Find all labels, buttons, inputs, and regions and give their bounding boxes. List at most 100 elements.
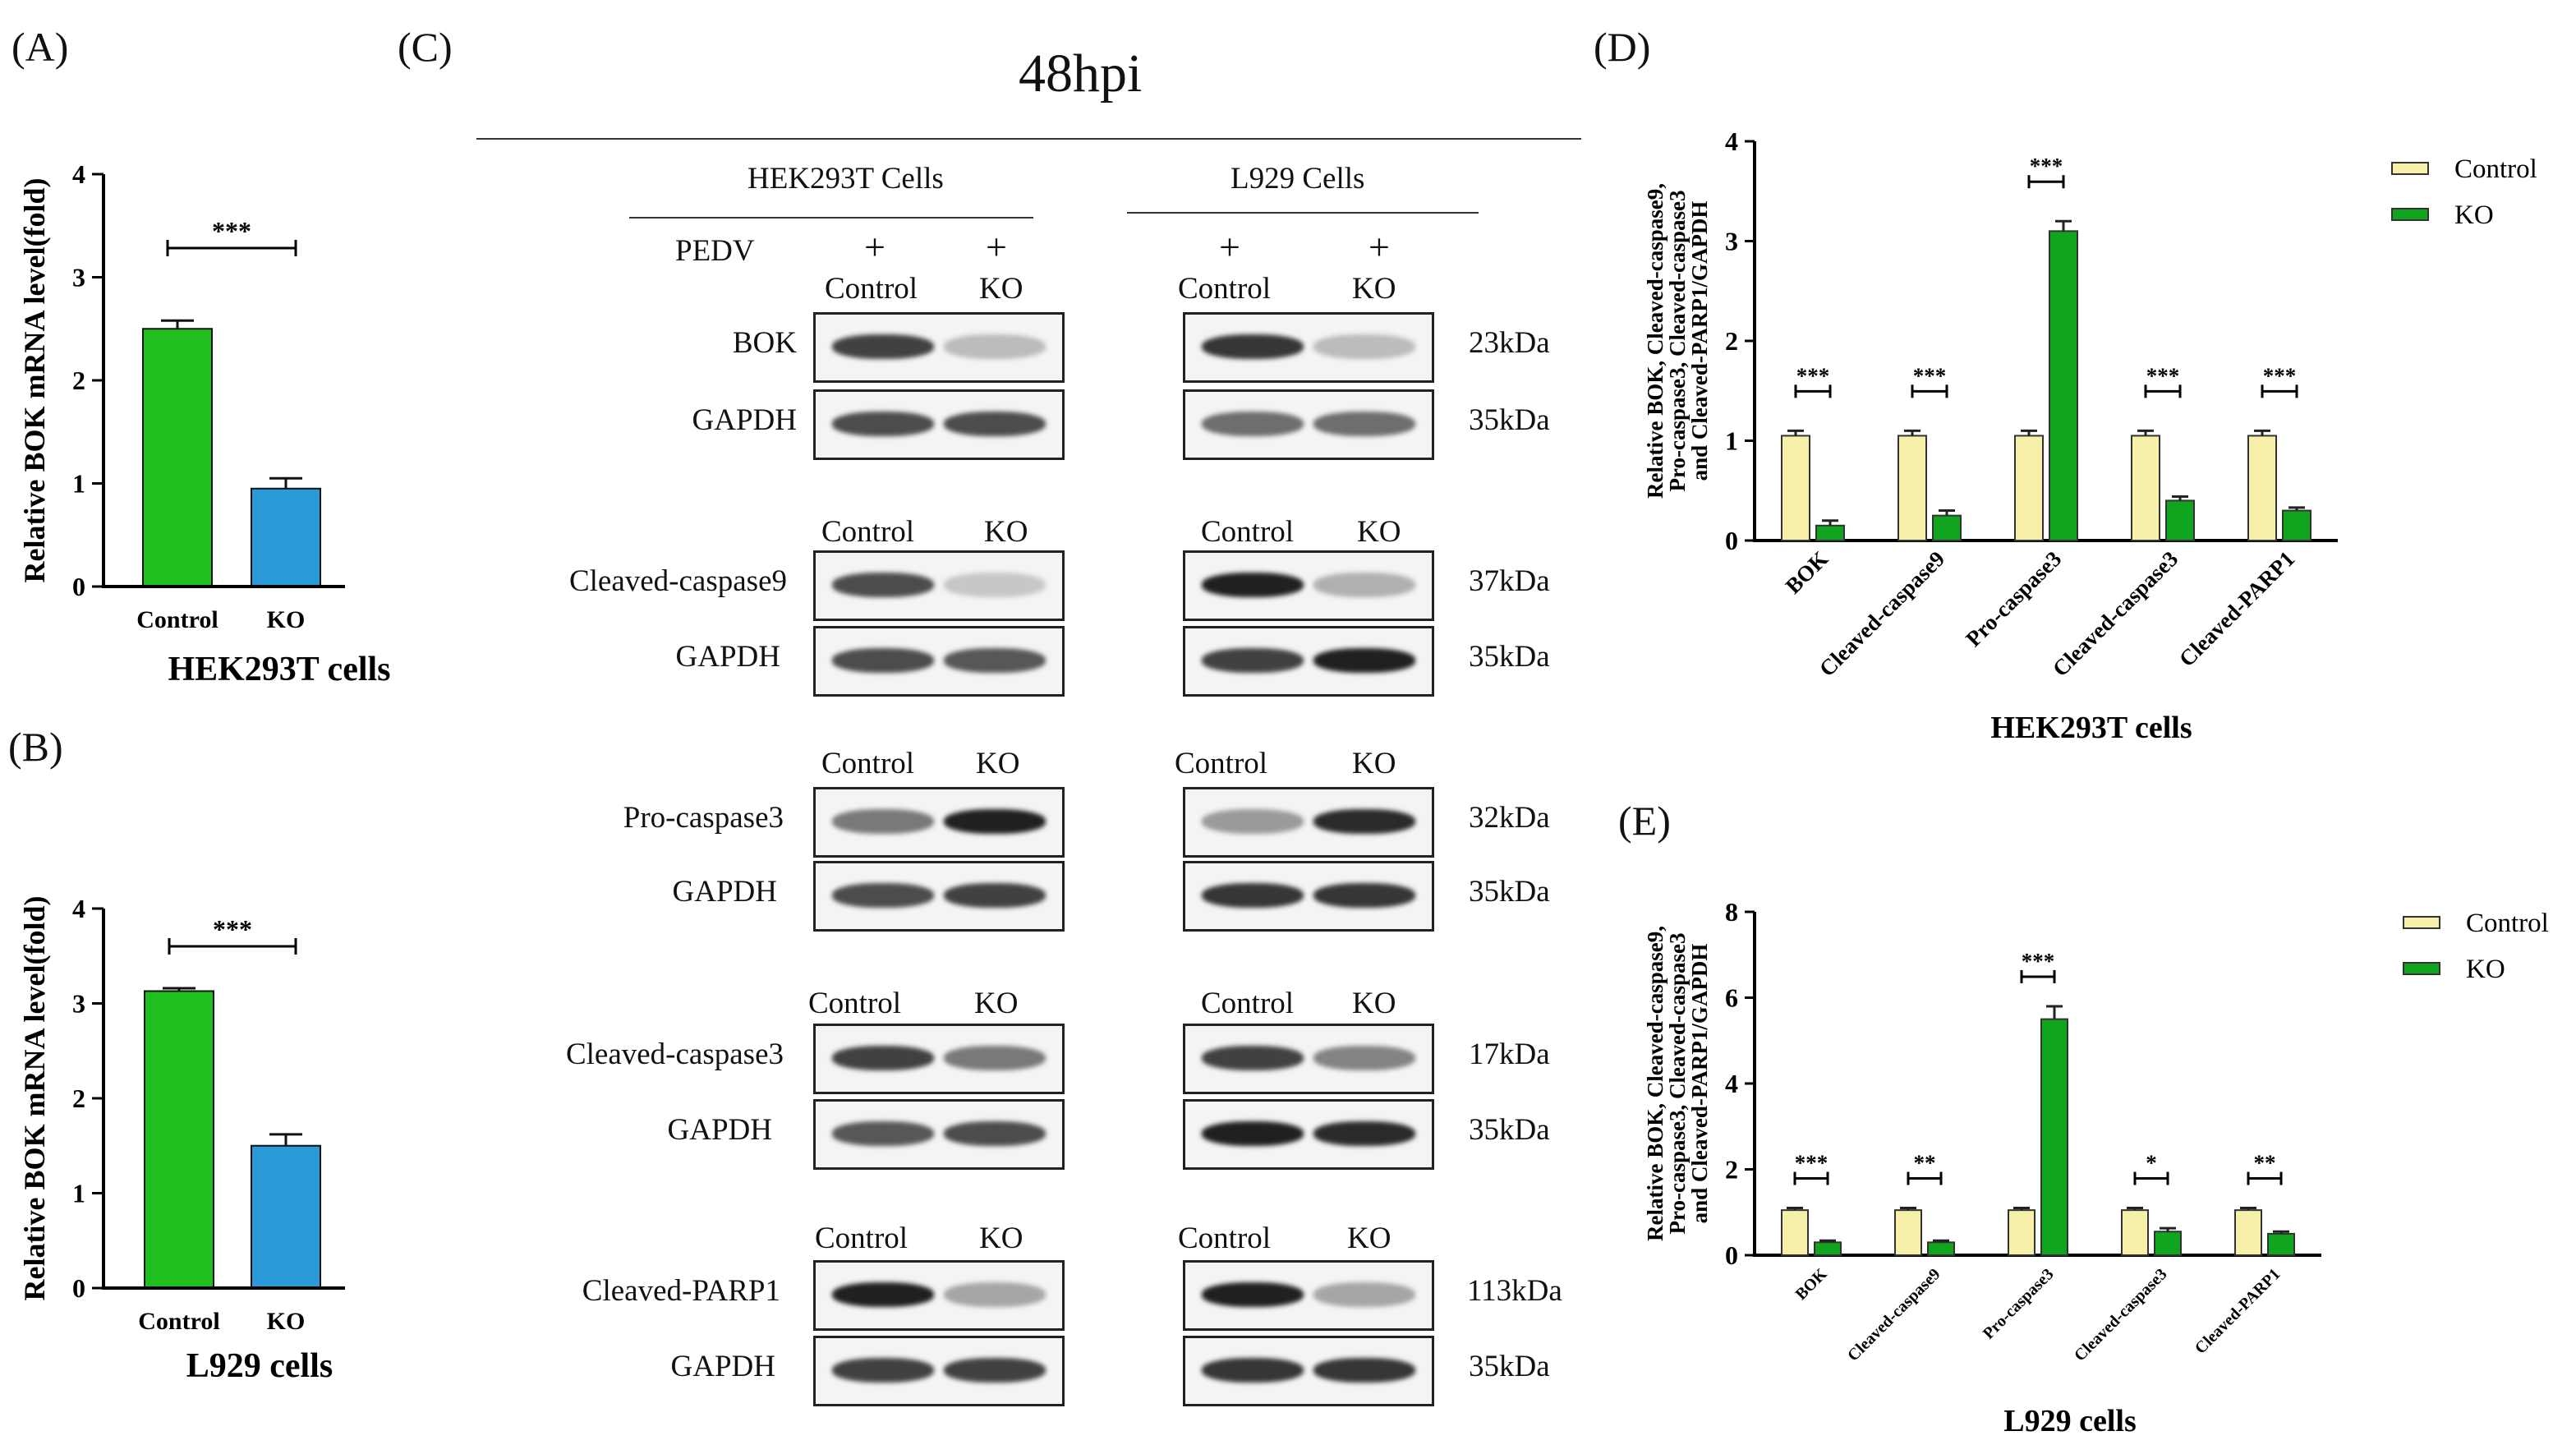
x-tick-label: Control [138, 1308, 219, 1335]
control-label: Control [1201, 515, 1295, 549]
protein-band [832, 809, 934, 834]
y-axis-label: and Cleaved-PARP1/GAPDH [1687, 201, 1712, 481]
y-tick-label: 0 [1725, 526, 1738, 555]
protein-band [1313, 412, 1415, 436]
y-axis-label: Relative BOK mRNA level(fold) [18, 178, 51, 583]
legend-label-control: Control [2454, 154, 2537, 184]
protein-band [832, 573, 934, 597]
kda-label: 113kDa [1467, 1274, 1562, 1308]
legend-label-ko: KO [2454, 200, 2494, 230]
significance-label: *** [2030, 154, 2063, 178]
y-tick-label: 1 [72, 1179, 85, 1208]
bar-control-bok [1781, 1209, 1809, 1257]
bar-ko-bok [1815, 524, 1845, 542]
protein-band [944, 1121, 1046, 1146]
blot-image [1183, 1099, 1434, 1170]
protein-band [1202, 883, 1304, 908]
protein-band [832, 1358, 934, 1383]
protein-band [944, 883, 1046, 908]
bar-ko-cleaved-parp1 [2267, 1232, 2295, 1256]
y-tick-label: 0 [72, 572, 85, 601]
protein-band [1313, 573, 1415, 597]
ko-label: KO [1352, 747, 1396, 780]
control-label: Control [815, 1222, 908, 1255]
ko-label: KO [1357, 515, 1401, 549]
legend-label-ko: KO [2466, 955, 2505, 984]
legend-label-control: Control [2466, 909, 2549, 938]
blot-row-label: Cleaved-PARP1 [582, 1274, 780, 1308]
y-tick-label: 2 [72, 1084, 85, 1113]
panel-letter-b: (B) [8, 724, 63, 770]
blot-image [813, 312, 1065, 383]
blot-row-label: BOK [732, 326, 797, 360]
kda-label: 35kDa [1469, 640, 1550, 674]
x-tick-label: Cleaved-caspase3 [2071, 1265, 2171, 1365]
bar-control-cleaved-caspase3 [2121, 1209, 2149, 1257]
protein-band [1313, 648, 1415, 673]
y-tick-label: 3 [72, 263, 85, 292]
protein-band [832, 412, 934, 436]
bar-control-cleaved-caspase9 [1898, 435, 1927, 541]
control-label: Control [825, 272, 918, 306]
x-axis-title: L929 cells [2003, 1404, 2136, 1438]
ko-label: KO [1352, 987, 1396, 1020]
bar-control-pro-caspase3 [2008, 1209, 2036, 1257]
x-tick-label: Cleaved-PARP1 [2192, 1265, 2284, 1358]
blot-row-label: GAPDH [667, 1113, 772, 1147]
title-divider [476, 138, 1581, 140]
y-tick-label: 2 [1725, 1155, 1738, 1185]
kda-label: 35kDa [1469, 403, 1550, 437]
protein-band [944, 412, 1046, 436]
blot-row-label: GAPDH [692, 403, 797, 437]
hek-divider [629, 217, 1033, 219]
protein-band [944, 334, 1046, 359]
significance-label: *** [212, 216, 251, 246]
x-axis-title: HEK293T cells [168, 651, 390, 688]
x-tick-label: BOK [1781, 546, 1833, 599]
bar-ko-cleaved-caspase9 [1932, 514, 1962, 541]
protein-band [944, 573, 1046, 597]
protein-band [1313, 1282, 1415, 1307]
bar-ko [251, 487, 321, 588]
blot-image [1183, 787, 1434, 858]
blot-row-label: GAPDH [672, 875, 777, 909]
significance-label: * [2146, 1151, 2157, 1176]
blot-image [813, 1336, 1065, 1406]
significance-label: *** [2146, 363, 2180, 388]
control-label: Control [821, 515, 915, 549]
x-tick-label: Cleaved-caspase9 [1844, 1265, 1944, 1365]
y-tick-label: 3 [72, 989, 85, 1019]
x-axis-title: L929 cells [186, 1347, 333, 1385]
y-tick-label: 8 [1725, 897, 1738, 927]
control-label: Control [1178, 1222, 1272, 1255]
protein-band [1202, 1282, 1304, 1307]
ko-label: KO [979, 1222, 1024, 1255]
y-tick-label: 0 [72, 1273, 85, 1303]
ko-label: KO [1347, 1222, 1392, 1255]
protein-band [832, 883, 934, 908]
ko-label: KO [974, 987, 1019, 1020]
x-tick-label: Pro-caspase3 [1980, 1265, 2058, 1343]
panel-letter-a: (A) [12, 24, 69, 70]
y-tick-label: 3 [1725, 227, 1738, 256]
l929-divider [1127, 212, 1479, 214]
y-axis-label: Pro-caspase3, Cleaved-caspase3 [1665, 933, 1690, 1235]
y-tick-label: 4 [1725, 127, 1738, 156]
significance-label: *** [2022, 949, 2055, 973]
significance-label: *** [1796, 363, 1830, 388]
x-tick-label: Cleaved-caspase9 [1815, 546, 1949, 681]
protein-band [832, 334, 934, 359]
x-tick-label: KO [267, 1308, 306, 1335]
significance-label: *** [1795, 1151, 1828, 1176]
bar-ko-cleaved-caspase3 [2165, 499, 2195, 541]
legend-swatch-ko [2391, 208, 2429, 221]
kda-label: 17kDa [1469, 1038, 1550, 1071]
y-axis-label: Pro-caspase3, Cleaved-caspase3 [1665, 191, 1690, 492]
blot-image [813, 626, 1065, 697]
protein-band [832, 648, 934, 673]
bar-ko-pro-caspase3 [2040, 1018, 2068, 1256]
bar-control-cleaved-caspase9 [1894, 1209, 1922, 1257]
panel-letter-c: (C) [398, 24, 453, 70]
kda-label: 35kDa [1469, 1113, 1550, 1147]
kda-label: 35kDa [1469, 1350, 1550, 1383]
